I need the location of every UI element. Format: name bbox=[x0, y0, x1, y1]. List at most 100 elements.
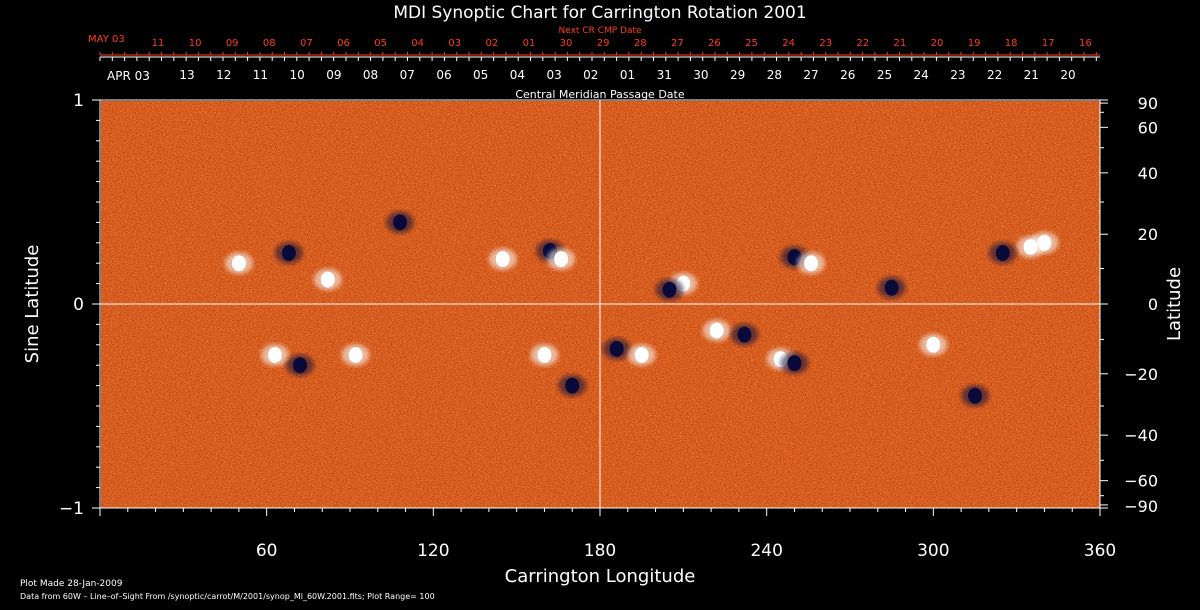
active-region-positive bbox=[1037, 234, 1052, 251]
y-left-tick-label: −1 bbox=[59, 499, 84, 519]
top-axis-white-label: Central Meridian Passage Date bbox=[515, 88, 684, 101]
top-white-day-label: 09 bbox=[326, 68, 341, 82]
top-white-day-label: 06 bbox=[436, 68, 451, 82]
top-red-day-label: 20 bbox=[931, 38, 944, 49]
x-axis-label: Carrington Longitude bbox=[505, 566, 696, 587]
x-tick-label: 300 bbox=[917, 541, 949, 561]
top-white-day-label: 10 bbox=[289, 68, 304, 82]
top-red-day-label: 19 bbox=[968, 38, 981, 49]
top-white-day-label: 26 bbox=[840, 68, 855, 82]
active-region-negative bbox=[393, 214, 407, 231]
active-region-negative bbox=[609, 340, 624, 357]
top-white-day-label: 08 bbox=[363, 68, 378, 82]
y-right-tick-label: 60 bbox=[1138, 118, 1158, 137]
top-red-day-label: 02 bbox=[485, 38, 498, 49]
top-white-day-label: 28 bbox=[767, 68, 782, 82]
top-white-day-label: 13 bbox=[179, 68, 194, 82]
active-region-negative bbox=[968, 387, 982, 404]
top-white-day-label: 21 bbox=[1024, 68, 1039, 82]
top-axis-white: 13 12 11 10 09 08 07 06 05 04 03 02 01 31 30 29 28 27 26 25… bbox=[99, 56, 1100, 82]
top-white-day-label: 24 bbox=[914, 68, 929, 82]
x-tick-label: 360 bbox=[1084, 541, 1116, 561]
active-region-positive bbox=[268, 347, 282, 363]
y-right-tick-label: −20 bbox=[1124, 365, 1158, 384]
active-region-positive bbox=[495, 251, 510, 268]
top-red-day-label: 11 bbox=[152, 38, 165, 49]
top-red-day-label: 29 bbox=[597, 38, 610, 49]
active-region-positive bbox=[320, 271, 335, 288]
y-left-tick-label: 0 bbox=[73, 295, 84, 315]
top-white-day-label: 23 bbox=[950, 68, 965, 82]
top-red-day-label: 21 bbox=[894, 38, 907, 49]
top-white-day-label: 05 bbox=[473, 68, 488, 82]
top-red-day-label: 30 bbox=[560, 38, 573, 49]
active-region-positive bbox=[926, 336, 941, 353]
top-red-day-label: 25 bbox=[745, 38, 758, 49]
active-region-negative bbox=[787, 355, 802, 372]
active-region-negative bbox=[281, 245, 296, 261]
top-red-day-label: 28 bbox=[634, 38, 647, 49]
y-right-tick-label: −60 bbox=[1124, 472, 1158, 491]
top-red-day-label: 01 bbox=[523, 38, 536, 49]
x-tick-label: 180 bbox=[584, 541, 616, 561]
active-region-positive bbox=[554, 251, 569, 268]
top-white-day-label: 30 bbox=[693, 68, 708, 82]
top-red-day-label: 22 bbox=[856, 38, 869, 49]
top-red-day-label: 05 bbox=[374, 38, 387, 49]
active-region-positive bbox=[537, 347, 552, 363]
top-white-day-label: 29 bbox=[730, 68, 745, 82]
y-right-tick-label: 90 bbox=[1138, 94, 1158, 113]
x-tick-label: 240 bbox=[750, 541, 782, 561]
y-axis-left-label: Sine Latitude bbox=[22, 245, 43, 364]
top-white-day-label: 12 bbox=[216, 68, 231, 82]
active-region-negative bbox=[995, 245, 1010, 261]
top-red-day-label: 24 bbox=[782, 38, 795, 49]
y-axis-right-label: Latitude bbox=[1164, 267, 1185, 341]
top-white-day-label: 31 bbox=[657, 68, 672, 82]
y-right-tick-label: 0 bbox=[1148, 295, 1158, 314]
top-white-day-label: 02 bbox=[583, 68, 598, 82]
top-white-day-label: 11 bbox=[253, 68, 268, 82]
top-red-day-label: 17 bbox=[1042, 38, 1055, 49]
data-source-note: Data from 60W – Line–of–Sight From /syno… bbox=[20, 592, 435, 601]
top-axis-red-first-label: MAY 03 bbox=[88, 34, 125, 45]
y-right-tick-label: 40 bbox=[1138, 164, 1158, 183]
y-right-tick-label: 20 bbox=[1138, 225, 1158, 244]
top-red-day-label: 23 bbox=[819, 38, 832, 49]
top-red-day-label: 04 bbox=[411, 38, 424, 49]
top-red-day-label: 07 bbox=[300, 38, 313, 49]
top-axis-red: 11 10 09 08 07 06 05 04 03 02 01 30 29 28 27 26 25 24 23 22… bbox=[99, 38, 1100, 56]
top-white-day-label: 27 bbox=[803, 68, 818, 82]
active-regions bbox=[224, 211, 1059, 407]
active-region-positive bbox=[709, 322, 724, 339]
top-white-day-label: 25 bbox=[877, 68, 892, 82]
top-white-day-label: 20 bbox=[1060, 68, 1075, 82]
top-red-day-label: 03 bbox=[448, 38, 461, 49]
active-region-positive bbox=[634, 347, 649, 363]
top-red-day-label: 10 bbox=[189, 38, 202, 49]
top-white-day-label: 07 bbox=[400, 68, 415, 82]
y-axis-left: 1 0 −1 bbox=[59, 91, 100, 519]
top-red-day-label: 16 bbox=[1079, 38, 1092, 49]
y-left-tick-label: 1 bbox=[73, 91, 84, 111]
top-white-day-label: 04 bbox=[510, 68, 525, 82]
active-region-negative bbox=[293, 357, 307, 374]
top-red-day-label: 09 bbox=[226, 38, 239, 49]
plot-made-note: Plot Made 28-Jan-2009 bbox=[20, 579, 123, 589]
top-red-day-label: 26 bbox=[708, 38, 721, 49]
active-region-negative bbox=[737, 326, 752, 343]
x-axis: 60 120 180 240 300 360 bbox=[99, 508, 1116, 561]
y-right-tick-label: −90 bbox=[1124, 497, 1158, 516]
top-red-day-label: 27 bbox=[671, 38, 684, 49]
active-region-negative bbox=[565, 377, 580, 394]
x-tick-label: 60 bbox=[256, 541, 278, 561]
top-red-day-label: 08 bbox=[263, 38, 276, 49]
top-white-day-label: 03 bbox=[546, 68, 561, 82]
top-axis-red-label: Next CR CMP Date bbox=[558, 26, 642, 36]
top-white-day-label: 01 bbox=[620, 68, 635, 82]
chart-title: MDI Synoptic Chart for Carrington Rotati… bbox=[393, 3, 806, 23]
top-red-day-label: 06 bbox=[337, 38, 350, 49]
active-region-positive bbox=[231, 255, 246, 272]
active-region-positive bbox=[348, 347, 363, 363]
